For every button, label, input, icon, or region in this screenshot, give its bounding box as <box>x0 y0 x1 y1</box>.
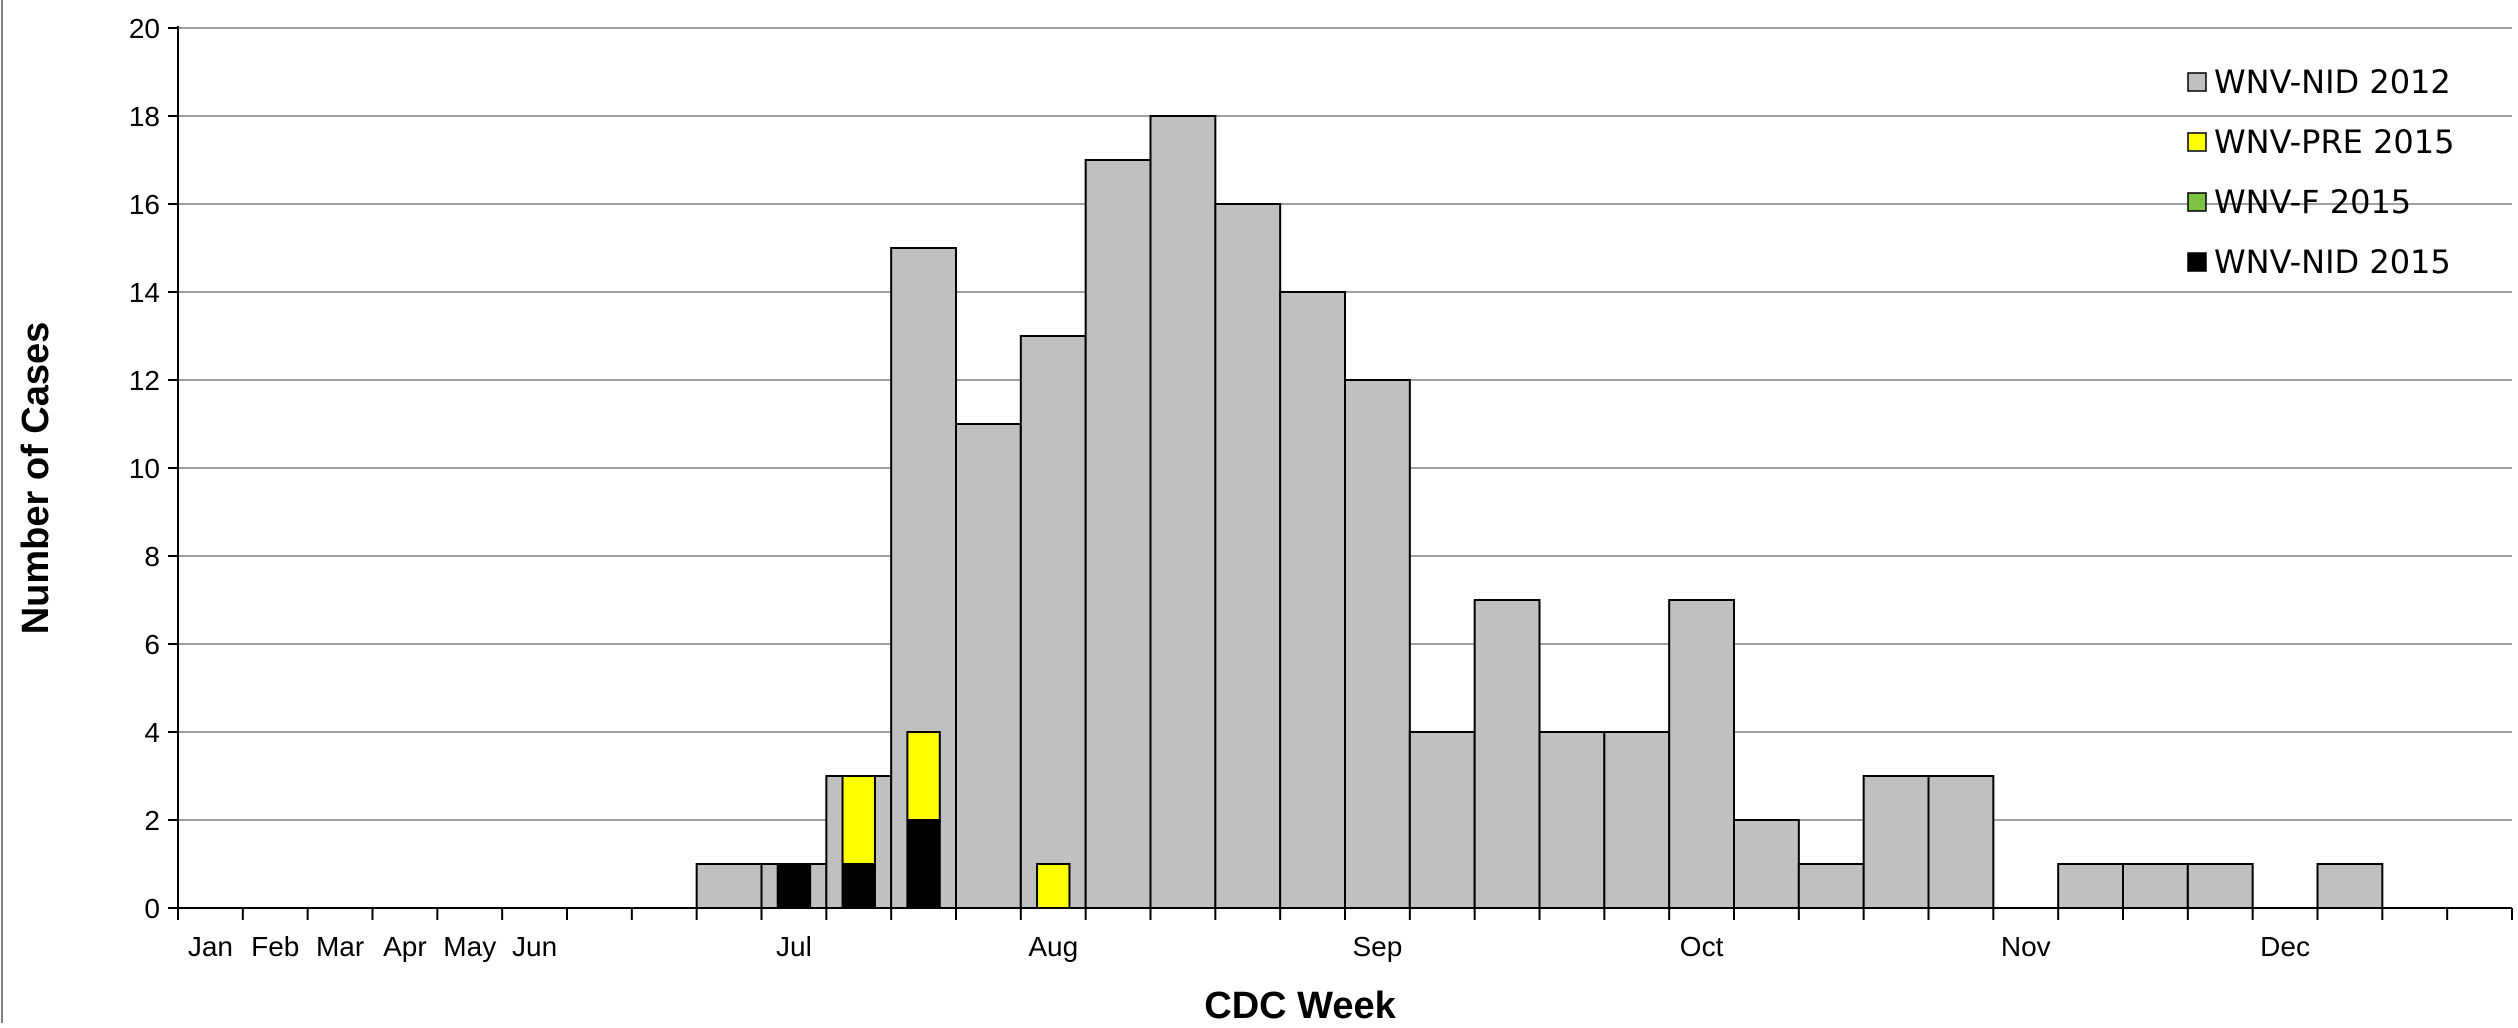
y-axis-title: Number of Cases <box>15 322 57 635</box>
bar-2012 <box>1927 775 1995 909</box>
bar-2012 <box>1084 159 1152 909</box>
x-axis-title: CDC Week <box>1204 985 1396 1023</box>
x-month-label: Sep <box>1353 931 1403 962</box>
legend: WNV-NID 2012 WNV-PRE 2015 WNV-F 2015 WNV-NI… <box>2187 63 2455 281</box>
x-month-label: Oct <box>1680 931 1724 962</box>
x-month-labels: Jan Feb Mar Apr May Jun Jul Aug Sep Oct Nov Dec <box>188 931 2310 962</box>
bar-2012 <box>1408 731 1476 909</box>
y-tick-label: 6 <box>144 629 160 660</box>
bar-2015-segment <box>906 819 941 909</box>
y-tick-label: 10 <box>129 453 160 484</box>
bar-2012 <box>1149 115 1217 909</box>
x-month-label: Apr <box>383 931 427 962</box>
bar-2012 <box>1603 731 1671 909</box>
bar-2012 <box>1538 731 1606 909</box>
legend-swatch <box>2187 252 2207 272</box>
x-month-label: Jul <box>776 931 812 962</box>
legend-label: WNV-NID 2015 <box>2214 243 2451 281</box>
y-tick-label: 2 <box>144 805 160 836</box>
bar-2015-segment <box>841 775 876 865</box>
bar-2015-segment <box>776 863 812 909</box>
bar-2012 <box>1473 599 1541 909</box>
y-tick-label: 14 <box>129 277 160 308</box>
bar-2012 <box>2316 863 2384 909</box>
bar-2015-segment <box>841 863 876 909</box>
axes <box>168 26 2513 920</box>
x-month-label: Jun <box>512 931 557 962</box>
x-month-label: Mar <box>316 931 364 962</box>
y-tick-label: 4 <box>144 717 160 748</box>
x-month-label: Nov <box>2001 931 2051 962</box>
x-month-label: Dec <box>2260 931 2310 962</box>
bar-2012 <box>695 863 763 909</box>
bar-2012 <box>1344 379 1411 909</box>
bar-2012 <box>2122 863 2189 909</box>
bar-2012 <box>2186 863 2254 909</box>
legend-label: WNV-NID 2012 <box>2214 63 2451 101</box>
y-tick-label: 12 <box>129 365 160 396</box>
y-tick-label: 18 <box>129 101 160 132</box>
x-month-label: Jan <box>188 931 233 962</box>
y-tick-label: 0 <box>144 893 160 924</box>
bars-wnv-nid-2012 <box>695 115 2384 909</box>
bar-2012 <box>2057 863 2125 909</box>
bar-2012 <box>1214 203 1282 909</box>
bars-2015-stacked <box>776 731 1071 909</box>
x-month-label: May <box>443 931 496 962</box>
legend-label: WNV-PRE 2015 <box>2214 123 2455 161</box>
bar-2012 <box>955 423 1022 909</box>
bar-2012 <box>1668 599 1735 909</box>
legend-swatch <box>2187 72 2207 92</box>
y-tick-label: 8 <box>144 541 160 572</box>
y-tick-label: 20 <box>129 13 160 44</box>
bar-2012 <box>1797 863 1865 909</box>
legend-swatch <box>2187 132 2207 152</box>
y-tick-label: 16 <box>129 189 160 220</box>
bar-2012 <box>1733 819 1800 909</box>
bar-2012 <box>1019 335 1087 909</box>
y-tick-labels: 0 2 4 6 8 10 12 14 16 18 20 <box>129 13 160 924</box>
x-month-label: Aug <box>1028 931 1078 962</box>
bar-2012 <box>1279 291 1346 909</box>
legend-swatch <box>2187 192 2207 212</box>
x-month-label: Feb <box>251 931 299 962</box>
legend-label: WNV-F 2015 <box>2214 183 2411 221</box>
bar-2015-segment <box>906 731 941 821</box>
bar-2012 <box>1862 775 1930 909</box>
bar-2015-segment <box>1036 863 1071 909</box>
